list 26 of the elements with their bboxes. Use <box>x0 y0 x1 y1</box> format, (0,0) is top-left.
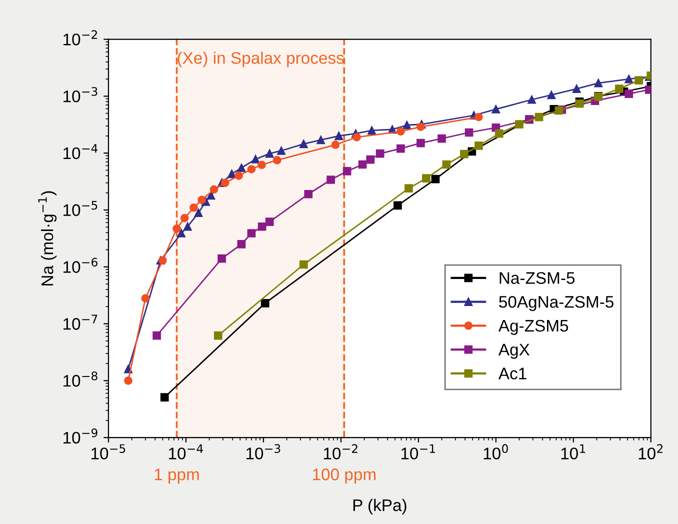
x-tick-label: 10$^{−3}$ <box>246 444 280 460</box>
legend-label: 50AgNa-ZSM-5 <box>499 296 614 312</box>
legend-label: Ag-ZSM5 <box>498 320 568 335</box>
x-tick-label: 10$^{2}$ <box>638 444 662 460</box>
legend-label: Na-ZSM-5 <box>500 272 575 284</box>
x-tick-label: 10$^{1}$ <box>561 444 586 460</box>
ref-line-label: 1 ppm <box>154 468 199 484</box>
x-tick-label: 10$^{−5}$ <box>92 444 126 460</box>
y-tick-label: 10$^{−5}$ <box>64 201 98 216</box>
y-tick-label: 10$^{−3}$ <box>64 87 98 102</box>
y-tick-label: 10$^{−9}$ <box>64 428 98 444</box>
y-axis-title: Na (mol·g$^{−1}$) <box>38 191 57 286</box>
y-tick-label: 10$^{−7}$ <box>64 314 98 330</box>
y-tick-label: 10$^{−2}$ <box>64 30 97 46</box>
legend-label: AgX <box>498 344 530 359</box>
x-tick-label: 10$^{−1}$ <box>401 444 435 460</box>
band-label: (Xe) in Spalax process <box>178 52 344 68</box>
y-tick-label: 10$^{−4}$ <box>64 144 98 160</box>
legend-label: Ac1 <box>498 368 526 380</box>
x-tick-label: 10$^{0}$ <box>484 444 508 460</box>
x-tick-label: 10$^{−4}$ <box>168 444 203 460</box>
y-tick-label: 10$^{−6}$ <box>64 258 98 273</box>
x-tick-label: 10$^{−2}$ <box>324 444 358 460</box>
ref-line-label: 100 ppm <box>312 468 376 484</box>
x-axis-title: P (kPa) <box>353 498 406 514</box>
y-tick-label: 10$^{−8}$ <box>64 372 98 387</box>
